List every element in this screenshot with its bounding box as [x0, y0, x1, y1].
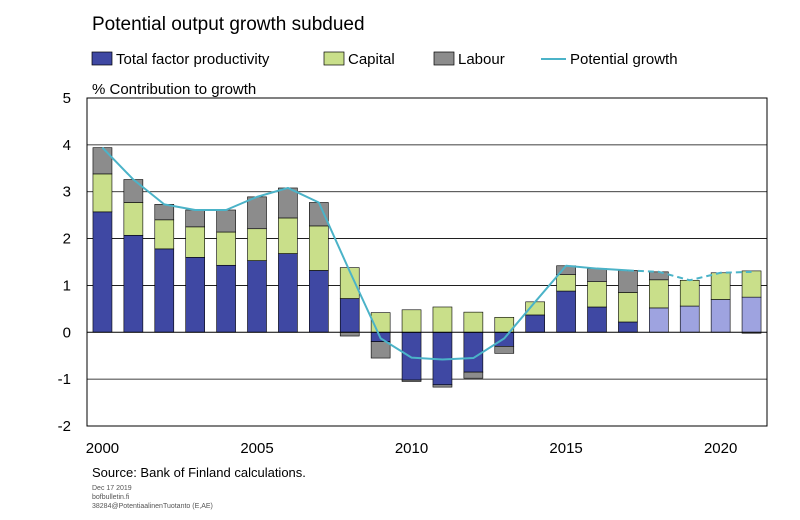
bar-capital-2005	[247, 228, 267, 261]
legend: Total factor productivity Capital Labour…	[91, 51, 678, 68]
bar-capital-2008	[339, 267, 360, 299]
y-tick-labels: 5 4 3 2 1 0 -1 -2	[58, 90, 71, 435]
bar-capital-2007	[309, 225, 329, 271]
legend-label-tfp: Total factor productivity	[116, 51, 270, 68]
x-tick-label: 2005	[240, 440, 273, 457]
bar-capital-2001	[123, 202, 144, 236]
bar-total-factor-productivity-2006	[278, 253, 298, 333]
bar-total-factor-productivity-2001	[123, 234, 144, 333]
bars	[92, 147, 762, 388]
bar-total-factor-productivity-2003	[185, 257, 205, 333]
bar-capital-2018	[649, 279, 669, 309]
bar-capital-2012	[463, 311, 484, 333]
bar-total-factor-productivity-2007	[309, 270, 329, 333]
bar-labour-2017	[618, 270, 638, 293]
bar-total-factor-productivity-2002	[154, 248, 175, 333]
footer-date: Dec 17 2019	[92, 485, 132, 492]
line-potential-growth	[101, 146, 628, 361]
bar-total-factor-productivity-2015	[556, 290, 576, 333]
bar-capital-2000	[92, 173, 113, 213]
bar-labour-2000	[92, 147, 113, 175]
chart-title: Potential output growth subdued	[92, 14, 365, 35]
y-tick-label: -2	[58, 418, 71, 435]
bar-total-factor-productivity-2016	[587, 306, 607, 333]
legend-label-capital: Capital	[348, 51, 395, 68]
bar-total-factor-productivity-2005	[247, 260, 267, 333]
y-tick-label: -1	[58, 371, 71, 388]
bar-total-factor-productivity-2008	[339, 298, 360, 333]
bar-labour-2016	[587, 268, 607, 282]
bar-labour-2002	[154, 204, 175, 221]
bar-labour-2003	[185, 209, 205, 228]
bar-total-factor-productivity-2020	[710, 299, 731, 333]
bar-total-factor-productivity-2004	[216, 264, 236, 333]
bar-labour-2011	[432, 384, 453, 388]
y-tick-label: 2	[63, 231, 71, 248]
bar-capital-2010	[401, 309, 422, 333]
bar-labour-2007	[309, 202, 329, 227]
bar-total-factor-productivity-2018	[649, 307, 669, 333]
bar-total-factor-productivity-2021	[741, 296, 762, 333]
bar-labour-2005	[247, 196, 267, 230]
bar-labour-2018	[649, 271, 669, 281]
bar-labour-2006	[278, 187, 298, 219]
footer-site: bofbulletin.fi	[92, 494, 130, 501]
plot-frame	[86, 97, 768, 427]
bar-capital-2017	[618, 292, 638, 323]
source-note: Source: Bank of Finland calculations.	[92, 465, 306, 480]
line-potential-growth-forecast	[627, 269, 752, 282]
y-tick-label: 4	[63, 137, 71, 154]
bar-total-factor-productivity-2017	[618, 321, 638, 333]
bar-total-factor-productivity-2010	[401, 331, 422, 381]
bar-total-factor-productivity-2000	[92, 211, 113, 333]
bar-labour-2013	[494, 346, 515, 354]
y-tick-label: 1	[63, 277, 71, 294]
y-tick-label: 0	[63, 324, 71, 341]
y-axis-label: % Contribution to growth	[92, 81, 256, 98]
x-tick-labels: 2000 2005 2010 2015 2020	[86, 440, 738, 457]
bar-capital-2003	[185, 226, 205, 258]
bar-capital-2006	[278, 217, 298, 254]
bar-labour-2001	[123, 179, 144, 203]
y-tick-label: 3	[63, 184, 71, 201]
bar-capital-2020	[710, 272, 731, 300]
bar-total-factor-productivity-2012	[463, 331, 484, 373]
y-tick-label: 5	[63, 90, 71, 107]
x-tick-label: 2000	[86, 440, 119, 457]
legend-label-labour: Labour	[458, 51, 505, 68]
bar-labour-2004	[216, 209, 236, 233]
bar-capital-2019	[679, 279, 700, 307]
bar-labour-2009	[370, 341, 391, 359]
x-tick-label: 2010	[395, 440, 428, 457]
legend-label-potential-growth: Potential growth	[570, 51, 678, 68]
bar-labour-2010	[401, 379, 422, 382]
x-tick-label: 2015	[549, 440, 582, 457]
bar-capital-2002	[154, 219, 175, 250]
bar-capital-2004	[216, 231, 236, 266]
bar-labour-2008	[339, 331, 360, 337]
bar-total-factor-productivity-2019	[679, 305, 700, 333]
legend-swatch-capital	[323, 51, 345, 66]
bar-capital-2021	[741, 270, 762, 298]
potential-growth-line-group	[101, 146, 752, 361]
bar-capital-2015	[556, 274, 576, 292]
bar-capital-2011	[432, 306, 453, 333]
bar-total-factor-productivity-2014	[525, 314, 545, 333]
bar-labour-2012	[463, 371, 484, 379]
bar-capital-2016	[587, 281, 607, 308]
legend-swatch-labour	[433, 51, 455, 66]
x-tick-label: 2020	[704, 440, 737, 457]
legend-swatch-tfp	[91, 51, 113, 66]
footer-code: 38284@PotentiaalinenTuotanto (E,AE)	[92, 503, 213, 510]
